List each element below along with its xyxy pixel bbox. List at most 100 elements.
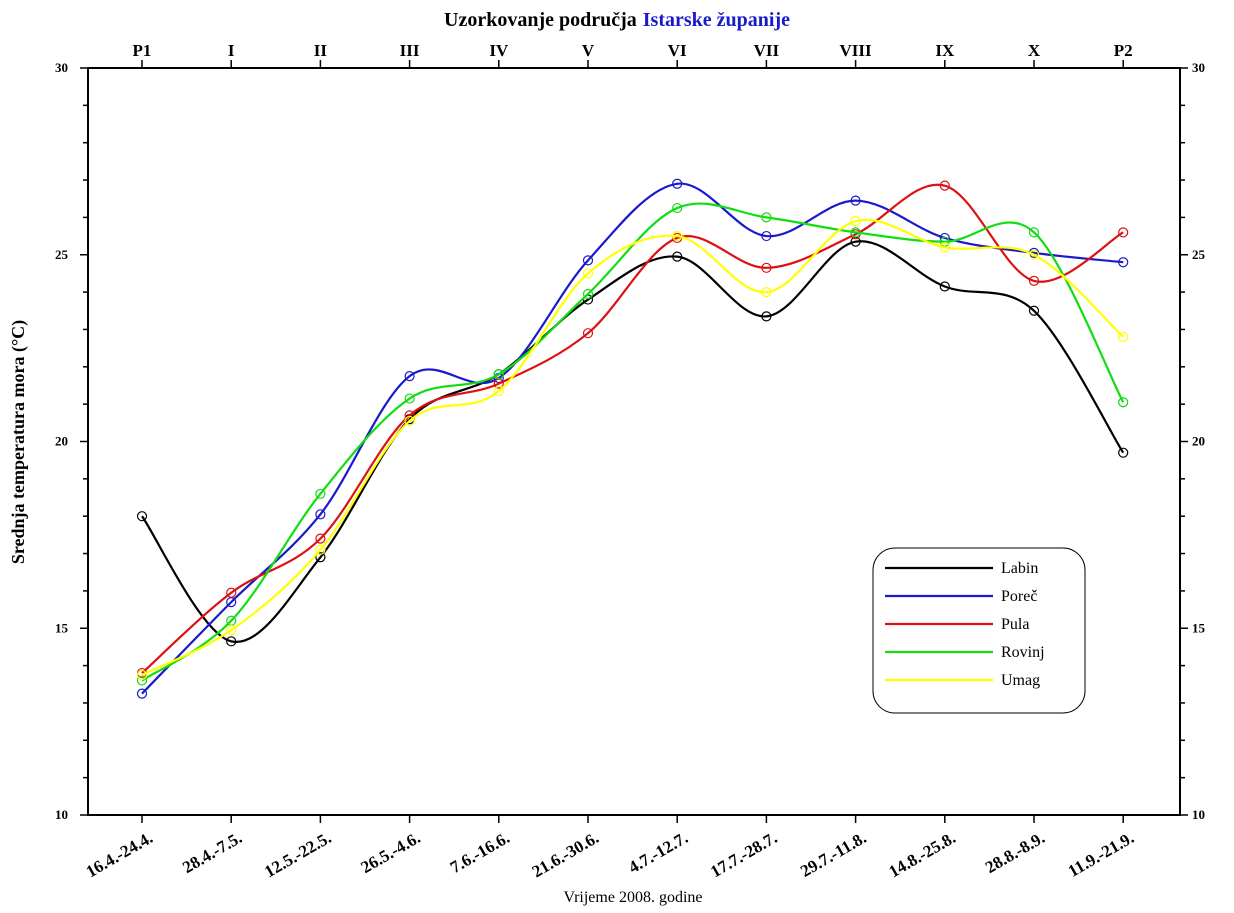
x2-tick-label: V bbox=[582, 41, 595, 60]
data-point-rovinj bbox=[136, 675, 148, 686]
data-point-umag bbox=[850, 216, 861, 227]
x-tick-label: 29.7.-11.8. bbox=[797, 828, 869, 881]
y2-tick-label: 25 bbox=[1192, 247, 1206, 262]
data-point-rovinj bbox=[1028, 227, 1040, 238]
data-point-pula bbox=[1028, 275, 1040, 286]
series-line-pula bbox=[141, 183, 1124, 674]
data-point-labin bbox=[939, 281, 950, 292]
x-tick-label: 4.7.-12.7. bbox=[625, 828, 691, 877]
data-point-umag bbox=[1028, 249, 1040, 260]
data-point-labin bbox=[761, 311, 772, 322]
x2-tick-label: VIII bbox=[840, 41, 873, 60]
legend-label-labin: Labin bbox=[1001, 560, 1038, 577]
data-point-rovinj bbox=[850, 227, 861, 238]
data-point-umag bbox=[939, 242, 950, 253]
x2-tick-label: P1 bbox=[133, 41, 152, 60]
y-axis-label: Srednja temperatura mora (°C) bbox=[8, 320, 29, 564]
data-point-umag bbox=[315, 544, 326, 555]
data-point-pula bbox=[761, 262, 772, 273]
data-point-pore bbox=[850, 195, 861, 206]
series-umag bbox=[136, 216, 1129, 681]
chart-title-main: Uzorkovanje područja bbox=[444, 9, 637, 31]
x2-tick-label: P2 bbox=[1114, 41, 1133, 60]
data-point-umag bbox=[672, 230, 683, 242]
data-point-pore bbox=[672, 178, 683, 189]
data-point-umag bbox=[761, 287, 772, 298]
data-point-labin bbox=[226, 636, 237, 647]
legend-label-pore: Poreč bbox=[1001, 588, 1037, 605]
chart-title-highlight: Istarske županije bbox=[643, 9, 790, 31]
data-point-umag bbox=[582, 268, 594, 279]
data-point-umag bbox=[493, 385, 504, 397]
y-tick-label: 30 bbox=[55, 60, 68, 75]
x-tick-label: 14.8.-25.8. bbox=[885, 828, 958, 881]
y2-tick-label: 20 bbox=[1192, 434, 1205, 449]
x2-tick-label: VII bbox=[754, 41, 780, 60]
data-point-umag bbox=[226, 625, 237, 636]
legend: Labin Poreč Pula Rovinj Umag bbox=[872, 547, 1086, 714]
x-tick-label: 16.4.-24.4. bbox=[83, 828, 156, 881]
x2-tick-label: III bbox=[400, 41, 420, 60]
series-line-umag bbox=[141, 218, 1124, 676]
x2-tick-label: I bbox=[228, 41, 235, 60]
x-tick-label: 17.7.-28.7. bbox=[707, 828, 780, 881]
data-point-labin bbox=[136, 511, 148, 522]
series-layer bbox=[136, 178, 1129, 699]
y-tick-label: 10 bbox=[55, 807, 68, 822]
data-point-pore bbox=[582, 255, 594, 266]
legend-label-rovinj: Rovinj bbox=[1001, 644, 1045, 661]
data-point-pore bbox=[136, 688, 148, 699]
axes: 10 10 15 15 20 20 25 25 30 30 16.4.-24.4. 28.4.-7.5… bbox=[55, 41, 1206, 881]
data-point-pore bbox=[761, 230, 772, 242]
x-tick-label: 21.6.-30.6. bbox=[529, 828, 602, 881]
data-point-umag bbox=[404, 415, 415, 427]
legend-label-umag: Umag bbox=[1001, 672, 1040, 689]
data-point-labin bbox=[672, 251, 683, 262]
data-point-umag bbox=[136, 669, 148, 681]
data-point-rovinj bbox=[493, 369, 504, 380]
series-line-pore bbox=[141, 182, 1124, 695]
x-tick-label: 11.9.-21.9. bbox=[1065, 828, 1137, 881]
data-point-pore bbox=[1118, 257, 1129, 268]
data-point-pula bbox=[1118, 227, 1129, 238]
legend-box bbox=[872, 547, 1086, 714]
data-point-pula bbox=[315, 533, 326, 544]
data-point-pore bbox=[315, 509, 326, 520]
x-axis-label: Vrijeme 2008. godine bbox=[563, 889, 702, 906]
y2-tick-label: 30 bbox=[1192, 60, 1205, 75]
data-point-pula bbox=[939, 180, 950, 191]
data-point-rovinj bbox=[582, 288, 594, 300]
data-point-rovinj bbox=[404, 393, 415, 404]
series-line-rovinj bbox=[141, 202, 1125, 682]
x2-tick-label: VI bbox=[668, 41, 687, 60]
x2-tick-label: X bbox=[1028, 41, 1041, 60]
x-tick-label: 7.6.-16.6. bbox=[447, 828, 513, 877]
y-tick-label: 20 bbox=[55, 434, 68, 449]
data-point-labin bbox=[1118, 447, 1129, 458]
series-line-labin bbox=[141, 240, 1125, 643]
data-point-rovinj bbox=[672, 202, 683, 214]
x-tick-label: 28.4.-7.5. bbox=[179, 828, 245, 877]
y2-tick-label: 10 bbox=[1192, 807, 1205, 822]
x-tick-label: 28.8.-8.9. bbox=[982, 828, 1048, 877]
data-point-rovinj bbox=[315, 488, 326, 499]
y2-tick-label: 15 bbox=[1192, 620, 1206, 635]
y-tick-label: 15 bbox=[55, 620, 69, 635]
x2-tick-label: IV bbox=[489, 41, 509, 60]
x-tick-label: 26.5.-4.6. bbox=[358, 828, 424, 877]
x2-tick-label: IX bbox=[935, 41, 955, 60]
data-point-rovinj bbox=[761, 212, 772, 223]
data-point-labin bbox=[315, 552, 326, 563]
data-point-pula bbox=[582, 328, 594, 339]
data-point-labin bbox=[1028, 305, 1040, 316]
x2-tick-label: II bbox=[314, 41, 328, 60]
legend-label-pula: Pula bbox=[1001, 616, 1029, 633]
data-point-pula bbox=[226, 587, 237, 598]
y-tick-label: 25 bbox=[55, 247, 69, 262]
data-point-umag bbox=[1118, 331, 1129, 343]
chart-title: Uzorkovanje područja Istarske županije bbox=[444, 9, 790, 31]
data-point-rovinj bbox=[1118, 397, 1129, 408]
data-point-pore bbox=[404, 371, 415, 382]
x-tick-label: 12.5.-22.5. bbox=[261, 828, 334, 881]
